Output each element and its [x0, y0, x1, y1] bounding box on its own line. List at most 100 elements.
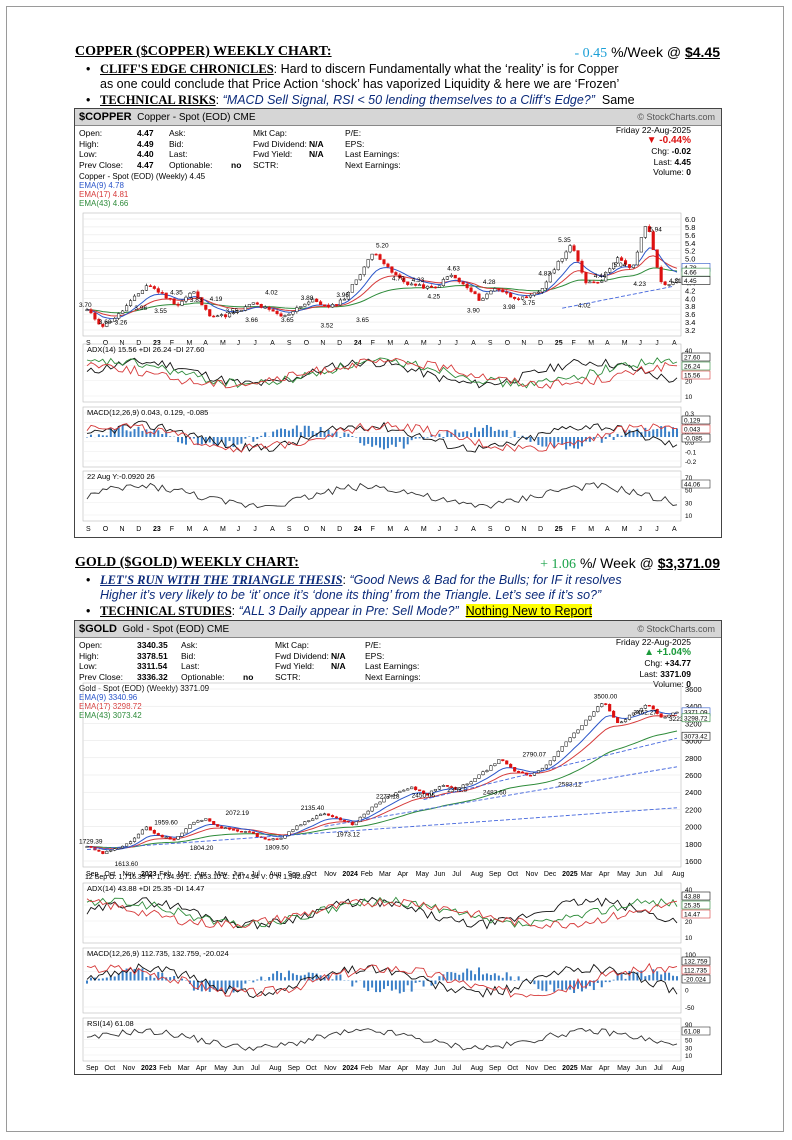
bottom-month-label: Jun	[434, 1065, 445, 1072]
macd-histogram-bar	[549, 980, 552, 985]
indicator-axis-label: 40	[685, 887, 693, 894]
candle-body	[477, 774, 481, 779]
price-axis-label: 3000	[685, 737, 702, 746]
indicator-line	[86, 357, 678, 390]
candle-body	[497, 759, 501, 764]
candle-body	[592, 281, 596, 284]
macd-histogram-bar	[414, 980, 417, 983]
candle-body	[358, 274, 362, 281]
month-label: Mar	[379, 871, 392, 878]
price-axis-label: 2800	[685, 754, 702, 763]
macd-histogram-bar	[165, 431, 168, 437]
candle-body	[148, 826, 152, 831]
gold-price: $3,371.09	[657, 555, 720, 571]
candle-body	[564, 741, 568, 747]
candle-body	[445, 276, 449, 280]
candle-body	[255, 833, 259, 838]
candle-body	[208, 309, 212, 317]
month-label: A	[672, 340, 677, 347]
price-annotation: 4.35	[170, 289, 183, 296]
indicator-tag-box	[681, 909, 711, 919]
macd-histogram-bar	[299, 432, 302, 437]
candle-body	[663, 716, 667, 719]
macd-histogram-bar	[363, 437, 366, 446]
macd-histogram-bar	[315, 973, 318, 981]
candle-body	[299, 306, 303, 308]
candle-body	[568, 737, 572, 743]
candle-body	[144, 826, 148, 831]
candle-body	[671, 282, 675, 285]
bottom-month-label: N	[119, 526, 124, 533]
gold-chart-canvas: 3600 3400 3200 3000 2800 2600 2400 2200 2000 1800…	[79, 682, 711, 1072]
price-tag-box	[681, 713, 711, 723]
indicator-line	[86, 962, 678, 998]
price-axis-label: 2400	[685, 788, 702, 797]
bottom-month-label: Aug	[471, 1065, 484, 1072]
candle-body	[612, 710, 616, 718]
price-axis-label: 5.0	[685, 255, 695, 264]
candle-body	[291, 829, 295, 832]
macd-histogram-bar	[489, 426, 492, 437]
price-annotation: 3.66	[245, 317, 258, 324]
macd-histogram-bar	[541, 980, 544, 991]
macd-histogram-bar	[418, 980, 421, 983]
macd-histogram-bar	[232, 980, 235, 993]
bottom-month-label: Mar	[379, 1065, 392, 1072]
gold-info-fundamentals: Mkt Cap: Fwd Dividend: N/A Fwd Yield: N/A …	[275, 640, 346, 682]
macd-histogram-bar	[307, 425, 310, 437]
candle-body	[548, 760, 552, 766]
bottom-month-label: O	[505, 526, 511, 533]
candle-body	[338, 817, 342, 821]
macd-histogram-bar	[569, 437, 572, 447]
candle-body	[208, 818, 212, 822]
candle-body	[386, 263, 390, 267]
candle-body	[667, 284, 671, 286]
gold-weekly-performance: + 1.06 %/ Week @ $3,371.09	[540, 555, 720, 572]
price-tag: 4.66	[684, 270, 697, 277]
macd-histogram-bar	[462, 972, 465, 981]
price-tag-box	[681, 731, 711, 741]
candle-body	[473, 778, 477, 782]
macd-histogram-bar	[133, 429, 136, 437]
candle-body	[402, 789, 406, 792]
candle-body	[667, 714, 671, 718]
candle-body	[528, 774, 533, 777]
candle-body	[560, 258, 564, 262]
month-label: M	[622, 340, 628, 347]
macd-histogram-bar	[295, 425, 298, 437]
candle-body	[651, 705, 655, 710]
month-label: Nov	[123, 871, 136, 878]
candle-body	[172, 839, 176, 841]
macd-histogram-bar	[676, 976, 678, 981]
nothing-new-highlight: Nothing New to Report	[465, 604, 593, 618]
copper-info-fundamentals: Mkt Cap: Fwd Dividend: N/A Fwd Yield: N/A …	[253, 128, 324, 170]
candle-body	[517, 771, 521, 773]
macd-histogram-bar	[101, 978, 104, 981]
month-label: Aug	[672, 871, 685, 878]
macd-histogram-bar	[117, 973, 120, 981]
macd-histogram-bar	[533, 980, 536, 985]
month-label: D	[136, 340, 141, 347]
month-label: Aug	[471, 871, 484, 878]
candle-body	[643, 226, 647, 238]
copper-chart-canvas: 6.05.85.65.45.25.04.84.64.44.24.03.83.63…	[79, 212, 711, 533]
gold-info-ohlc: Open: 3340.35 High: 3378.51 Low: 3311.54 Pr…	[79, 640, 168, 682]
candle-body	[311, 298, 315, 303]
gold-info-earnings: P/E: EPS: Last Earnings: Next Earnings:	[365, 640, 421, 682]
macd-histogram-bar	[113, 976, 116, 981]
macd-histogram-bar	[652, 969, 655, 981]
indicator-label: 22 Aug Y:-0.0920 26	[87, 472, 155, 481]
candle-body	[85, 309, 89, 311]
candle-body	[346, 292, 350, 300]
bottom-month-label: Jul	[654, 1065, 663, 1072]
macd-histogram-bar	[481, 974, 484, 981]
indicator-axis-label: 40	[685, 348, 693, 355]
macd-histogram-bar	[501, 977, 504, 981]
macd-histogram-bar	[240, 980, 243, 991]
indicator-tag-box	[681, 479, 711, 489]
macd-histogram-bar	[580, 980, 583, 992]
bottom-month-label: Sep	[287, 1065, 300, 1072]
indicator-axis-label: 10	[685, 1053, 693, 1060]
bottom-month-label: Oct	[507, 1065, 518, 1072]
month-label: O	[304, 340, 310, 347]
